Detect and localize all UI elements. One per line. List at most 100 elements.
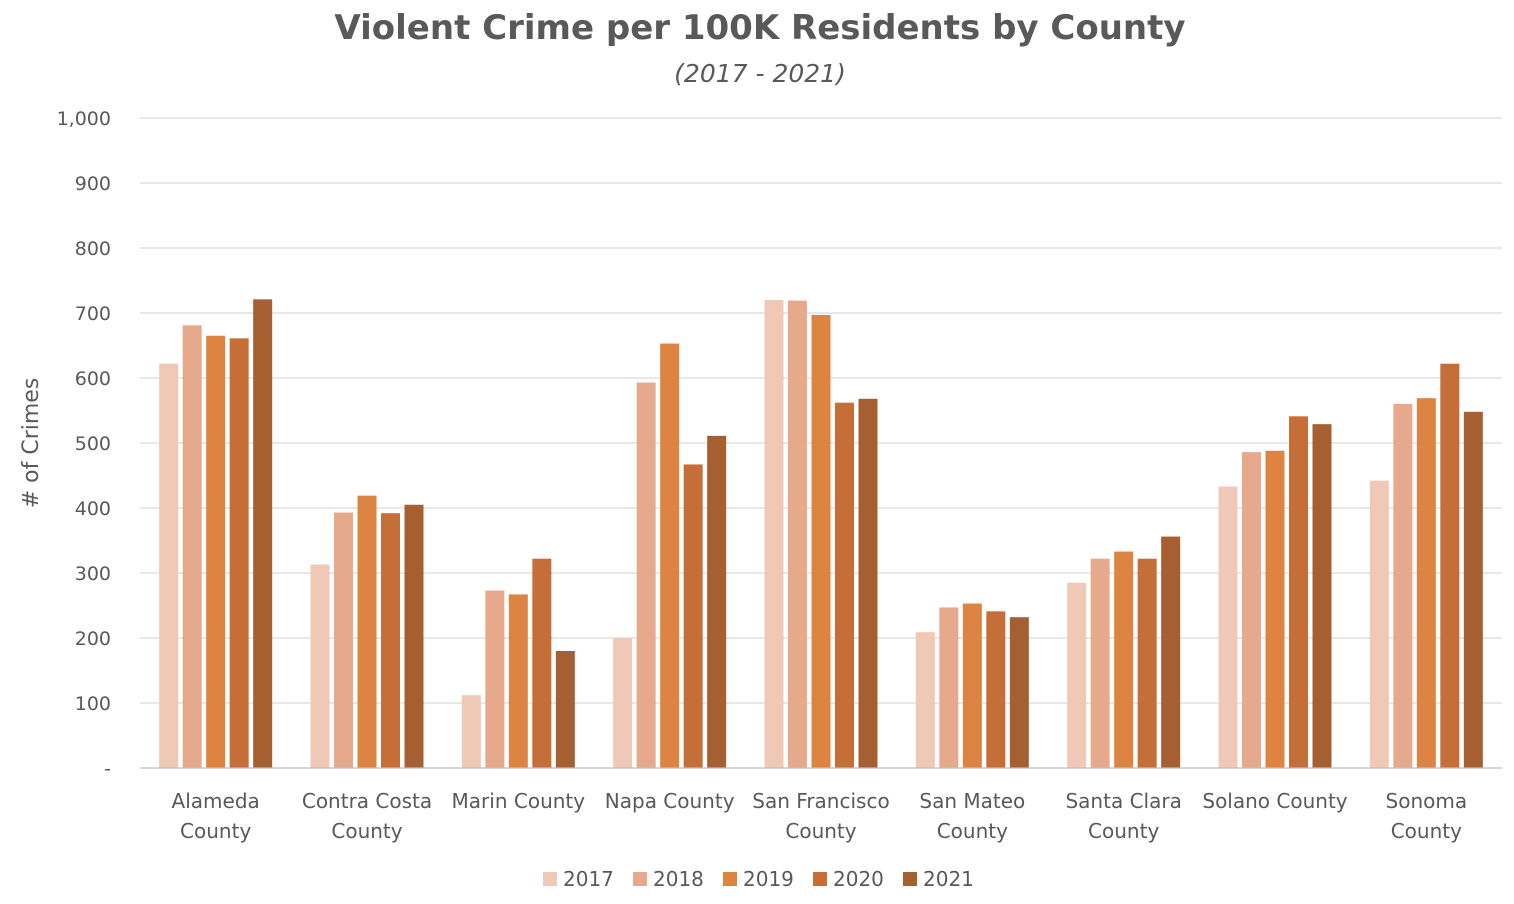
legend-label: 2018 <box>653 867 704 891</box>
category-label-line: County <box>1391 819 1462 843</box>
bar-2020 <box>381 513 400 768</box>
y-tick-label: 800 <box>75 238 111 260</box>
category-label-line: Napa County <box>605 789 735 813</box>
legend-item: 2018 <box>633 867 704 891</box>
bar-2018 <box>788 300 807 768</box>
bar-2018 <box>1090 558 1110 768</box>
legend-swatch <box>723 872 737 886</box>
x-category-label: Napa County <box>605 789 735 813</box>
x-category-label: Marin County <box>452 789 586 813</box>
bar-2019 <box>660 343 680 768</box>
x-category-label: San Mateo County <box>919 789 1025 843</box>
chart-subtitle: (2017 - 2021) <box>674 59 846 88</box>
bar-2019 <box>1416 398 1436 768</box>
category-label-line: County <box>180 819 251 843</box>
bar-2018 <box>334 512 353 768</box>
category-label-line: County <box>331 819 402 843</box>
legend: 2017 2018 2019 2020 2021 <box>543 867 974 891</box>
y-tick-label: - <box>104 758 111 780</box>
category-label-line: County <box>785 819 856 843</box>
y-tick-label: 100 <box>75 693 111 715</box>
bar-2017 <box>915 632 935 768</box>
legend-item: 2021 <box>903 867 974 891</box>
bar-2017 <box>310 564 330 768</box>
bar-2020 <box>1289 416 1308 768</box>
bar-2020 <box>835 402 854 768</box>
category-label-line: Alameda <box>172 789 260 813</box>
x-axis-categories: Alameda County Contra Costa County Marin Cou… <box>172 789 1468 843</box>
legend-item: 2017 <box>543 867 614 891</box>
category-label-line: Contra Costa <box>302 789 432 813</box>
x-category-label: San Francisco County <box>752 789 889 843</box>
bar-2017 <box>461 695 481 768</box>
y-axis-ticks: - 100 200 300 400 500 600 700 800 900 1,000 <box>57 108 111 780</box>
x-category-label: Contra Costa County <box>302 789 432 843</box>
bar-2019 <box>962 603 982 768</box>
legend-label: 2021 <box>923 867 974 891</box>
category-label-line: County <box>1088 819 1159 843</box>
y-tick-label: 1,000 <box>57 108 111 130</box>
x-category-label: Sonoma County <box>1386 789 1468 843</box>
bar-2018 <box>485 590 505 768</box>
y-tick-label: 400 <box>75 498 111 520</box>
x-category-label: Alameda County <box>172 789 260 843</box>
legend-swatch <box>903 872 917 886</box>
legend-label: 2019 <box>743 867 794 891</box>
bar-2018 <box>939 607 959 768</box>
legend-swatch <box>633 872 647 886</box>
bar-2021 <box>253 299 273 768</box>
bar-2019 <box>1114 551 1134 768</box>
bar-2017 <box>159 363 179 768</box>
bar-2017 <box>764 300 784 768</box>
bar-2018 <box>1242 452 1261 768</box>
bar-2021 <box>858 398 878 768</box>
bar-2019 <box>206 335 226 768</box>
legend-item: 2020 <box>813 867 884 891</box>
legend-label: 2020 <box>833 867 884 891</box>
legend-label: 2017 <box>563 867 614 891</box>
bar-2021 <box>707 435 727 768</box>
chart-title: Violent Crime per 100K Residents by Coun… <box>334 8 1185 48</box>
bars <box>159 299 1483 768</box>
bar-2021 <box>1463 411 1483 768</box>
bar-2018 <box>1393 404 1413 768</box>
category-label-line: Sonoma <box>1386 789 1468 813</box>
y-tick-label: 900 <box>75 173 111 195</box>
bar-2017 <box>1218 486 1238 768</box>
bar-2017 <box>1369 480 1389 768</box>
bar-2019 <box>811 314 831 768</box>
y-tick-label: 500 <box>75 433 111 455</box>
x-category-label: Solano County <box>1202 789 1347 813</box>
category-label-line: Solano County <box>1202 789 1347 813</box>
category-label-line: San Mateo <box>919 789 1025 813</box>
bar-2021 <box>1312 424 1332 768</box>
bar-2021 <box>1161 536 1181 768</box>
y-tick-label: 300 <box>75 563 111 585</box>
bar-2017 <box>613 638 633 768</box>
bar-2019 <box>357 495 377 768</box>
bar-2020 <box>986 611 1006 768</box>
bar-2018 <box>636 382 656 768</box>
category-label-line: Santa Clara <box>1065 789 1181 813</box>
legend-item: 2019 <box>723 867 794 891</box>
y-tick-label: 600 <box>75 368 111 390</box>
y-tick-label: 200 <box>75 628 111 650</box>
bar-2017 <box>1067 582 1087 768</box>
y-tick-label: 700 <box>75 303 111 325</box>
legend-swatch <box>813 872 827 886</box>
bar-2020 <box>229 338 249 768</box>
bar-2020 <box>1440 363 1460 768</box>
category-label-line: County <box>937 819 1008 843</box>
category-label-line: Marin County <box>452 789 586 813</box>
bar-2020 <box>1137 558 1157 768</box>
category-label-line: San Francisco <box>752 789 889 813</box>
x-category-label: Santa Clara County <box>1065 789 1181 843</box>
bar-2019 <box>508 594 528 768</box>
bar-2021 <box>555 651 575 768</box>
bar-2021 <box>1009 617 1029 768</box>
bar-2020 <box>683 464 703 768</box>
bar-2018 <box>182 325 202 768</box>
y-axis-label: # of Crimes <box>19 378 44 509</box>
bar-2021 <box>404 504 424 768</box>
